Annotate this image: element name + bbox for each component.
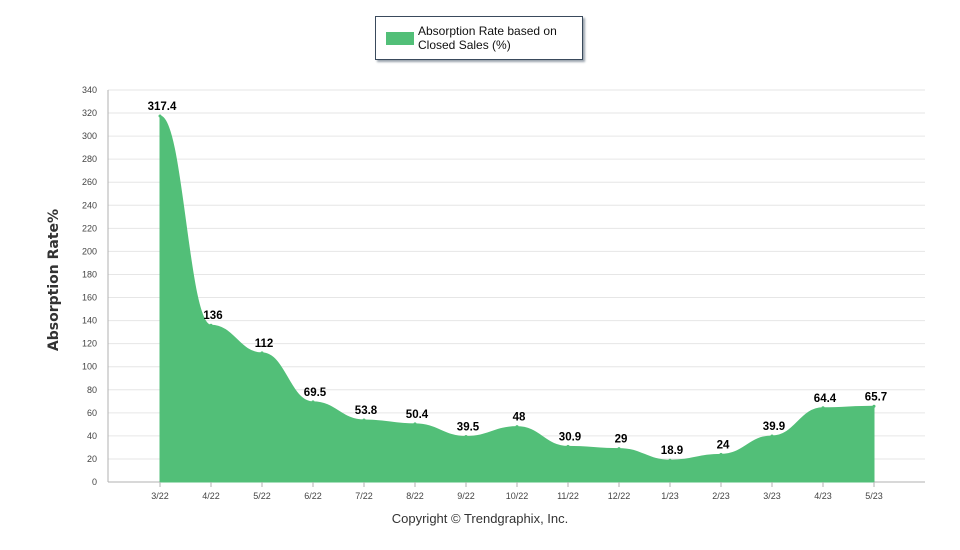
area-series xyxy=(159,115,875,483)
data-point xyxy=(515,425,519,429)
data-point xyxy=(617,447,621,451)
data-label: 30.9 xyxy=(559,431,581,443)
data-point xyxy=(311,400,315,404)
data-point xyxy=(566,444,570,448)
data-label: 136 xyxy=(203,310,222,322)
legend-swatch xyxy=(386,32,414,45)
y-tick-label: 120 xyxy=(82,339,97,349)
y-tick-label: 180 xyxy=(82,269,97,279)
y-tick-label: 20 xyxy=(87,454,97,464)
x-tick-label: 3/22 xyxy=(151,491,169,501)
x-axis-ticks: 3/22 4/22 5/22 6/22 7/22 8/22 9/22 10/22 11/22 12… xyxy=(151,482,883,501)
y-tick-label: 200 xyxy=(82,246,97,256)
data-label: 39.5 xyxy=(457,421,480,433)
data-label: 69.5 xyxy=(304,387,327,399)
y-axis-title: Absorption Rate% xyxy=(46,209,62,351)
y-tick-label: 0 xyxy=(92,477,97,487)
data-point xyxy=(770,434,774,438)
data-labels: 317.4 136 112 69.5 53.8 50.4 39.5 48 30.9 29 18.9 2… xyxy=(148,101,887,462)
data-label: 48 xyxy=(513,412,526,424)
data-label: 317.4 xyxy=(148,101,177,113)
y-tick-label: 300 xyxy=(82,131,97,141)
data-point xyxy=(158,114,162,118)
legend-label: Absorption Rate based on Closed Sales (%… xyxy=(418,24,557,52)
x-tick-label: 12/22 xyxy=(608,491,631,501)
data-point xyxy=(362,418,366,422)
data-label: 39.9 xyxy=(763,421,785,433)
data-point xyxy=(209,323,213,327)
y-tick-label: 320 xyxy=(82,108,97,118)
data-point xyxy=(668,458,672,462)
y-axis-ticks: 0 20 40 60 80 100 120 140 160 180 200 220 240 260 280 3… xyxy=(82,85,97,487)
y-tick-label: 240 xyxy=(82,200,97,210)
x-tick-label: 8/22 xyxy=(406,491,424,501)
x-tick-label: 4/23 xyxy=(814,491,832,501)
data-label: 50.4 xyxy=(406,409,429,421)
x-tick-label: 3/23 xyxy=(763,491,781,501)
x-tick-label: 6/22 xyxy=(304,491,322,501)
data-point xyxy=(260,351,264,355)
x-tick-label: 9/22 xyxy=(457,491,475,501)
data-point xyxy=(821,406,825,410)
data-label: 53.8 xyxy=(355,405,378,417)
x-tick-label: 2/23 xyxy=(712,491,730,501)
data-point xyxy=(464,434,468,438)
y-tick-label: 340 xyxy=(82,85,97,95)
y-tick-label: 100 xyxy=(82,362,97,372)
x-tick-label: 11/22 xyxy=(557,491,579,501)
data-point xyxy=(719,452,723,456)
y-tick-label: 80 xyxy=(87,385,97,395)
y-tick-label: 140 xyxy=(82,316,97,326)
data-label: 29 xyxy=(615,434,628,446)
x-tick-label: 7/22 xyxy=(355,491,373,501)
x-tick-label: 5/22 xyxy=(253,491,271,501)
y-tick-label: 160 xyxy=(82,293,97,303)
y-tick-label: 220 xyxy=(82,223,97,233)
y-tick-label: 60 xyxy=(87,408,97,418)
plot-area xyxy=(159,115,875,483)
x-tick-label: 4/22 xyxy=(202,491,220,501)
legend: Absorption Rate based on Closed Sales (%… xyxy=(375,16,583,60)
data-label: 64.4 xyxy=(814,393,837,405)
data-label: 112 xyxy=(255,338,274,350)
data-point xyxy=(872,404,876,408)
data-label: 65.7 xyxy=(865,391,887,403)
x-tick-label: 1/23 xyxy=(661,491,679,501)
y-tick-label: 40 xyxy=(87,431,97,441)
y-tick-label: 280 xyxy=(82,154,97,164)
data-label: 18.9 xyxy=(661,445,683,457)
x-tick-label: 10/22 xyxy=(506,491,529,501)
data-label: 24 xyxy=(717,439,730,451)
x-tick-label: 5/23 xyxy=(865,491,883,501)
copyright-text: Copyright © Trendgraphix, Inc. xyxy=(391,511,569,526)
data-point xyxy=(413,422,417,426)
y-tick-label: 260 xyxy=(82,177,97,187)
